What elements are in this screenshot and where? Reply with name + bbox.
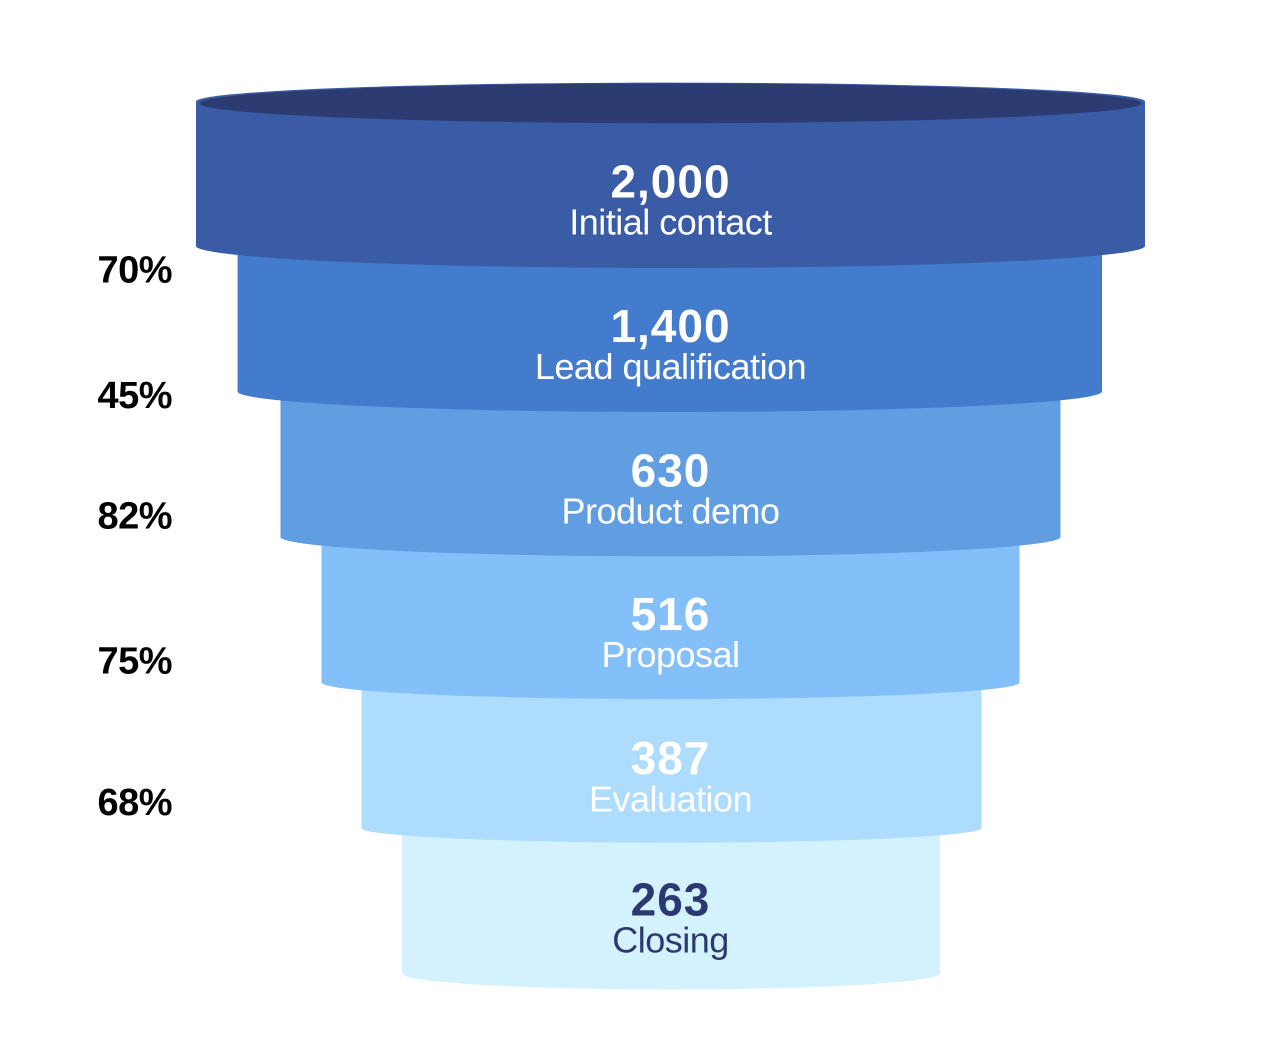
svg-text:516: 516 bbox=[631, 588, 711, 640]
svg-text:Proposal: Proposal bbox=[601, 634, 739, 675]
svg-text:70%: 70% bbox=[98, 250, 173, 292]
svg-text:68%: 68% bbox=[98, 782, 173, 824]
svg-text:Evaluation: Evaluation bbox=[589, 778, 752, 819]
svg-text:Product demo: Product demo bbox=[561, 490, 779, 531]
svg-text:1,400: 1,400 bbox=[610, 300, 730, 352]
svg-text:387: 387 bbox=[631, 732, 711, 784]
svg-text:Closing: Closing bbox=[612, 919, 729, 960]
svg-text:263: 263 bbox=[631, 873, 711, 925]
svg-text:Lead qualification: Lead qualification bbox=[535, 346, 806, 387]
svg-text:45%: 45% bbox=[98, 375, 173, 417]
svg-text:Initial contact: Initial contact bbox=[569, 202, 772, 243]
svg-text:82%: 82% bbox=[98, 495, 173, 537]
svg-text:75%: 75% bbox=[98, 640, 173, 682]
svg-text:630: 630 bbox=[631, 444, 711, 496]
svg-text:2,000: 2,000 bbox=[610, 156, 730, 208]
